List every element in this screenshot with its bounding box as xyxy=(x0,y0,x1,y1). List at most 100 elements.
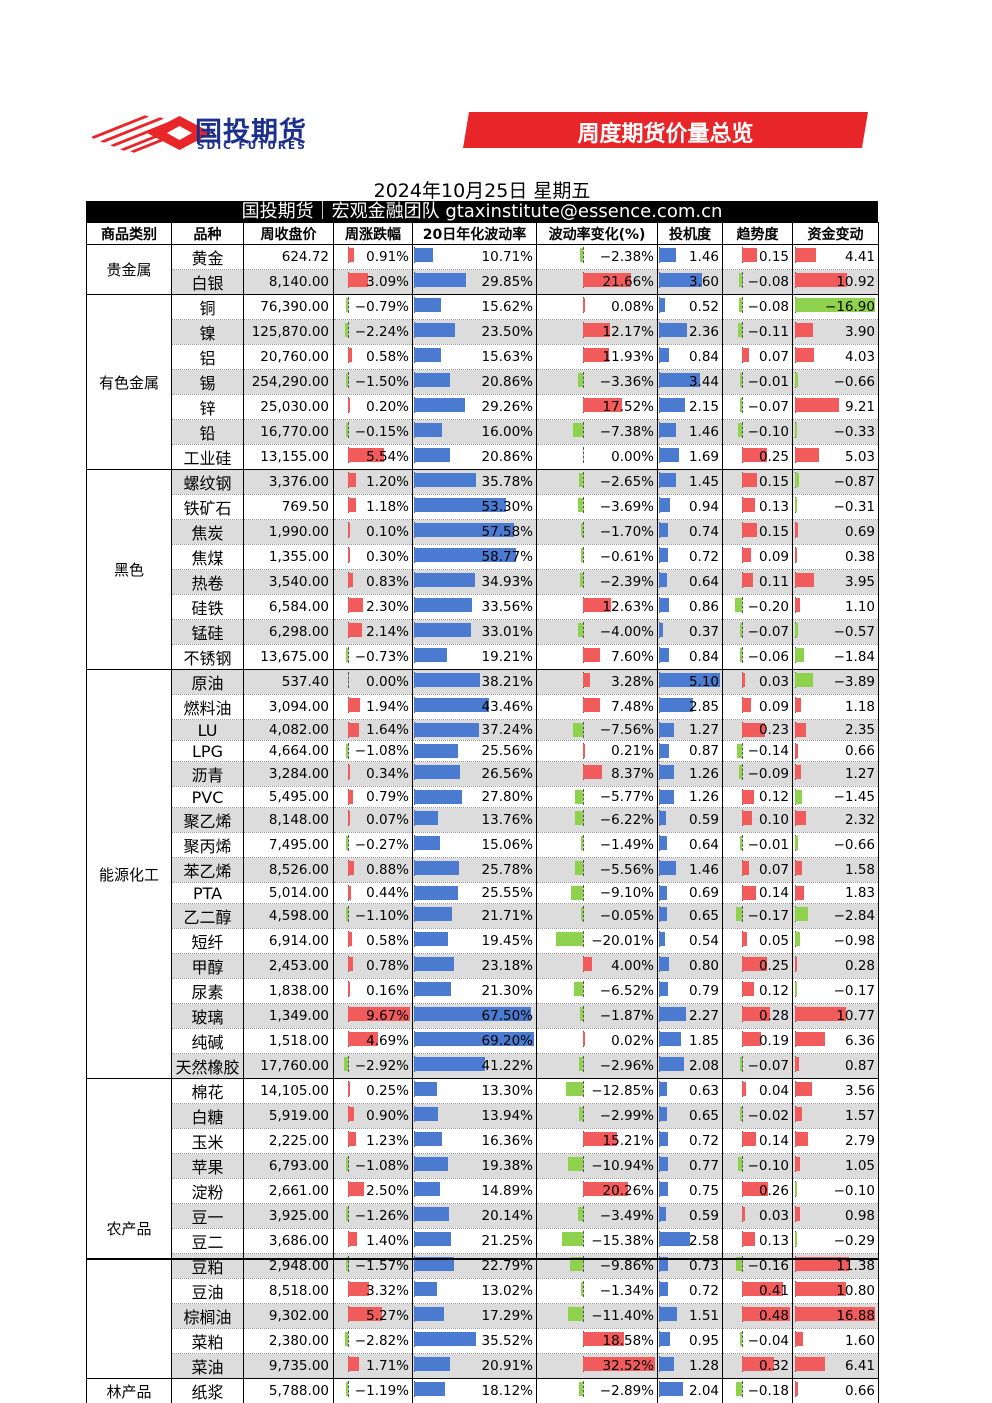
commodity-name: 白糖 xyxy=(171,1103,244,1129)
trend-value: −0.16 xyxy=(747,1258,789,1274)
volatility-change-cell: −7.56% xyxy=(536,719,658,741)
speculation-bar xyxy=(659,1157,669,1171)
fund-flow-bar xyxy=(795,765,801,779)
trend-bar xyxy=(739,273,742,287)
speculation-value: 0.54 xyxy=(688,933,719,949)
weekly-change-bar xyxy=(346,423,348,437)
volatility-change-cell: −6.22% xyxy=(536,807,658,833)
volatility-change-value: 12.17% xyxy=(602,324,654,340)
close-price: 9,302.00 xyxy=(243,1303,334,1329)
speculation-cell: 2.85 xyxy=(657,694,723,720)
volatility-change-axis xyxy=(583,906,584,922)
weekly-change-cell: 1.18% xyxy=(333,494,413,520)
table-row: 纯碱 1,518.00 4.69% 69.20% 0.02% 1.85 0.19 6.36 xyxy=(87,1028,879,1054)
weekly-change-bar xyxy=(348,473,356,487)
weekly-change-value: 1.23% xyxy=(366,1133,409,1149)
trend-bar xyxy=(742,1307,790,1321)
volatility-change-bar xyxy=(583,648,600,662)
fund-flow-cell: −3.89 xyxy=(792,669,879,695)
weekly-change-bar xyxy=(348,1307,382,1321)
trend-bar xyxy=(735,1382,742,1396)
volatility-value: 26.56% xyxy=(481,766,533,782)
table-row: LU 4,082.00 1.64% 37.24% −7.56% 1.27 0.23 2.35 xyxy=(87,719,879,741)
trend-value: 0.05 xyxy=(758,933,789,949)
volatility-bar xyxy=(414,573,475,587)
trend-value: 0.25 xyxy=(758,449,789,465)
speculation-bar xyxy=(659,348,670,362)
volatility-bar xyxy=(414,1082,438,1096)
volatility-cell: 33.01% xyxy=(412,619,537,645)
trend-cell: 0.09 xyxy=(722,694,793,720)
fund-flow-cell: 1.58 xyxy=(792,857,879,883)
volatility-bar xyxy=(414,473,477,487)
weekly-change-axis xyxy=(348,835,349,851)
close-price: 20,760.00 xyxy=(243,344,334,370)
table-row: 黑色 螺纹钢 3,376.00 1.20% 35.78% −2.65% 1.45 0.15 −0… xyxy=(86,469,879,670)
commodity-name: 聚丙烯 xyxy=(171,832,244,858)
fund-flow-bar xyxy=(795,836,799,850)
volatility-cell: 14.89% xyxy=(412,1178,537,1204)
volatility-value: 20.14% xyxy=(481,1208,533,1224)
table-row: 锌 25,030.00 0.20% 29.26% 17.52% 2.15 −0.07 9.21 xyxy=(87,394,879,420)
speculation-cell: 0.59 xyxy=(657,1203,723,1229)
weekly-change-value: 0.16% xyxy=(366,983,409,999)
speculation-bar xyxy=(659,548,668,562)
volatility-change-bar xyxy=(579,1382,583,1396)
trend-cell: 0.15 xyxy=(722,469,793,495)
volatility-change-axis xyxy=(583,522,584,538)
volatility-bar xyxy=(414,1332,476,1346)
fund-flow-value: −0.66 xyxy=(833,374,875,390)
volatility-value: 15.06% xyxy=(481,837,533,853)
trend-bar xyxy=(742,698,751,712)
table-row: 淀粉 2,661.00 2.50% 14.89% 20.26% 0.75 0.26 −0.10 xyxy=(87,1178,879,1204)
volatility-change-axis xyxy=(583,497,584,513)
fund-flow-value: 3.90 xyxy=(844,324,875,340)
volatility-change-value: −12.85% xyxy=(591,1083,654,1099)
fund-flow-bar xyxy=(795,723,807,737)
volatility-change-axis xyxy=(583,472,584,488)
trend-bar xyxy=(734,598,742,612)
volatility-change-axis xyxy=(583,1281,584,1297)
commodity-name: 锌 xyxy=(171,394,244,420)
volatility-cell: 13.76% xyxy=(412,807,537,833)
volatility-change-cell: 4.00% xyxy=(536,953,658,979)
fund-flow-cell: 0.87 xyxy=(792,1053,879,1079)
speculation-cell: 1.46 xyxy=(657,244,723,270)
weekly-change-value: 0.91% xyxy=(366,249,409,265)
commodity-name: 豆二 xyxy=(171,1228,244,1254)
commodity-name: 乙二醇 xyxy=(171,903,244,929)
fund-flow-value: 2.79 xyxy=(844,1133,875,1149)
trend-bar xyxy=(739,398,742,412)
fund-flow-bar xyxy=(795,523,799,537)
table-row: 不锈钢 13,675.00 −0.73% 19.21% 7.60% 0.84 −0.06 −1… xyxy=(87,644,879,670)
trend-bar xyxy=(742,861,749,875)
weekly-change-value: 0.30% xyxy=(366,549,409,565)
volatility-change-value: 7.48% xyxy=(611,699,654,715)
close-price: 6,584.00 xyxy=(243,594,334,620)
volatility-value: 27.80% xyxy=(481,789,533,805)
trend-cell: −0.02 xyxy=(722,1103,793,1129)
table-row: 贵金属 黄金 624.72 0.91% 10.71% −2.38% 1.46 0.15 4.41 xyxy=(86,244,879,295)
weekly-change-axis xyxy=(348,1381,349,1397)
speculation-bar xyxy=(659,957,669,971)
fund-flow-cell: 4.41 xyxy=(792,244,879,270)
volatility-cell: 25.55% xyxy=(412,882,537,904)
trend-cell: 0.07 xyxy=(722,344,793,370)
volatility-change-bar xyxy=(583,348,610,362)
trend-cell: 0.25 xyxy=(722,953,793,979)
speculation-bar xyxy=(659,1257,668,1271)
close-price: 8,526.00 xyxy=(243,857,334,883)
volatility-change-bar xyxy=(583,323,610,337)
commodity-name: 锡 xyxy=(171,369,244,395)
trend-cell: −0.11 xyxy=(722,319,793,345)
trend-bar xyxy=(742,1007,770,1021)
speculation-cell: 2.15 xyxy=(657,394,723,420)
speculation-bar xyxy=(659,1182,668,1196)
speculation-value: 0.72 xyxy=(688,549,719,565)
trend-cell: 0.23 xyxy=(722,719,793,741)
weekly-change-cell: −1.08% xyxy=(333,1153,413,1179)
volatility-bar xyxy=(414,1382,446,1396)
speculation-cell: 0.63 xyxy=(657,1078,723,1104)
fund-flow-cell: 1.05 xyxy=(792,1153,879,1179)
trend-bar xyxy=(740,836,742,850)
